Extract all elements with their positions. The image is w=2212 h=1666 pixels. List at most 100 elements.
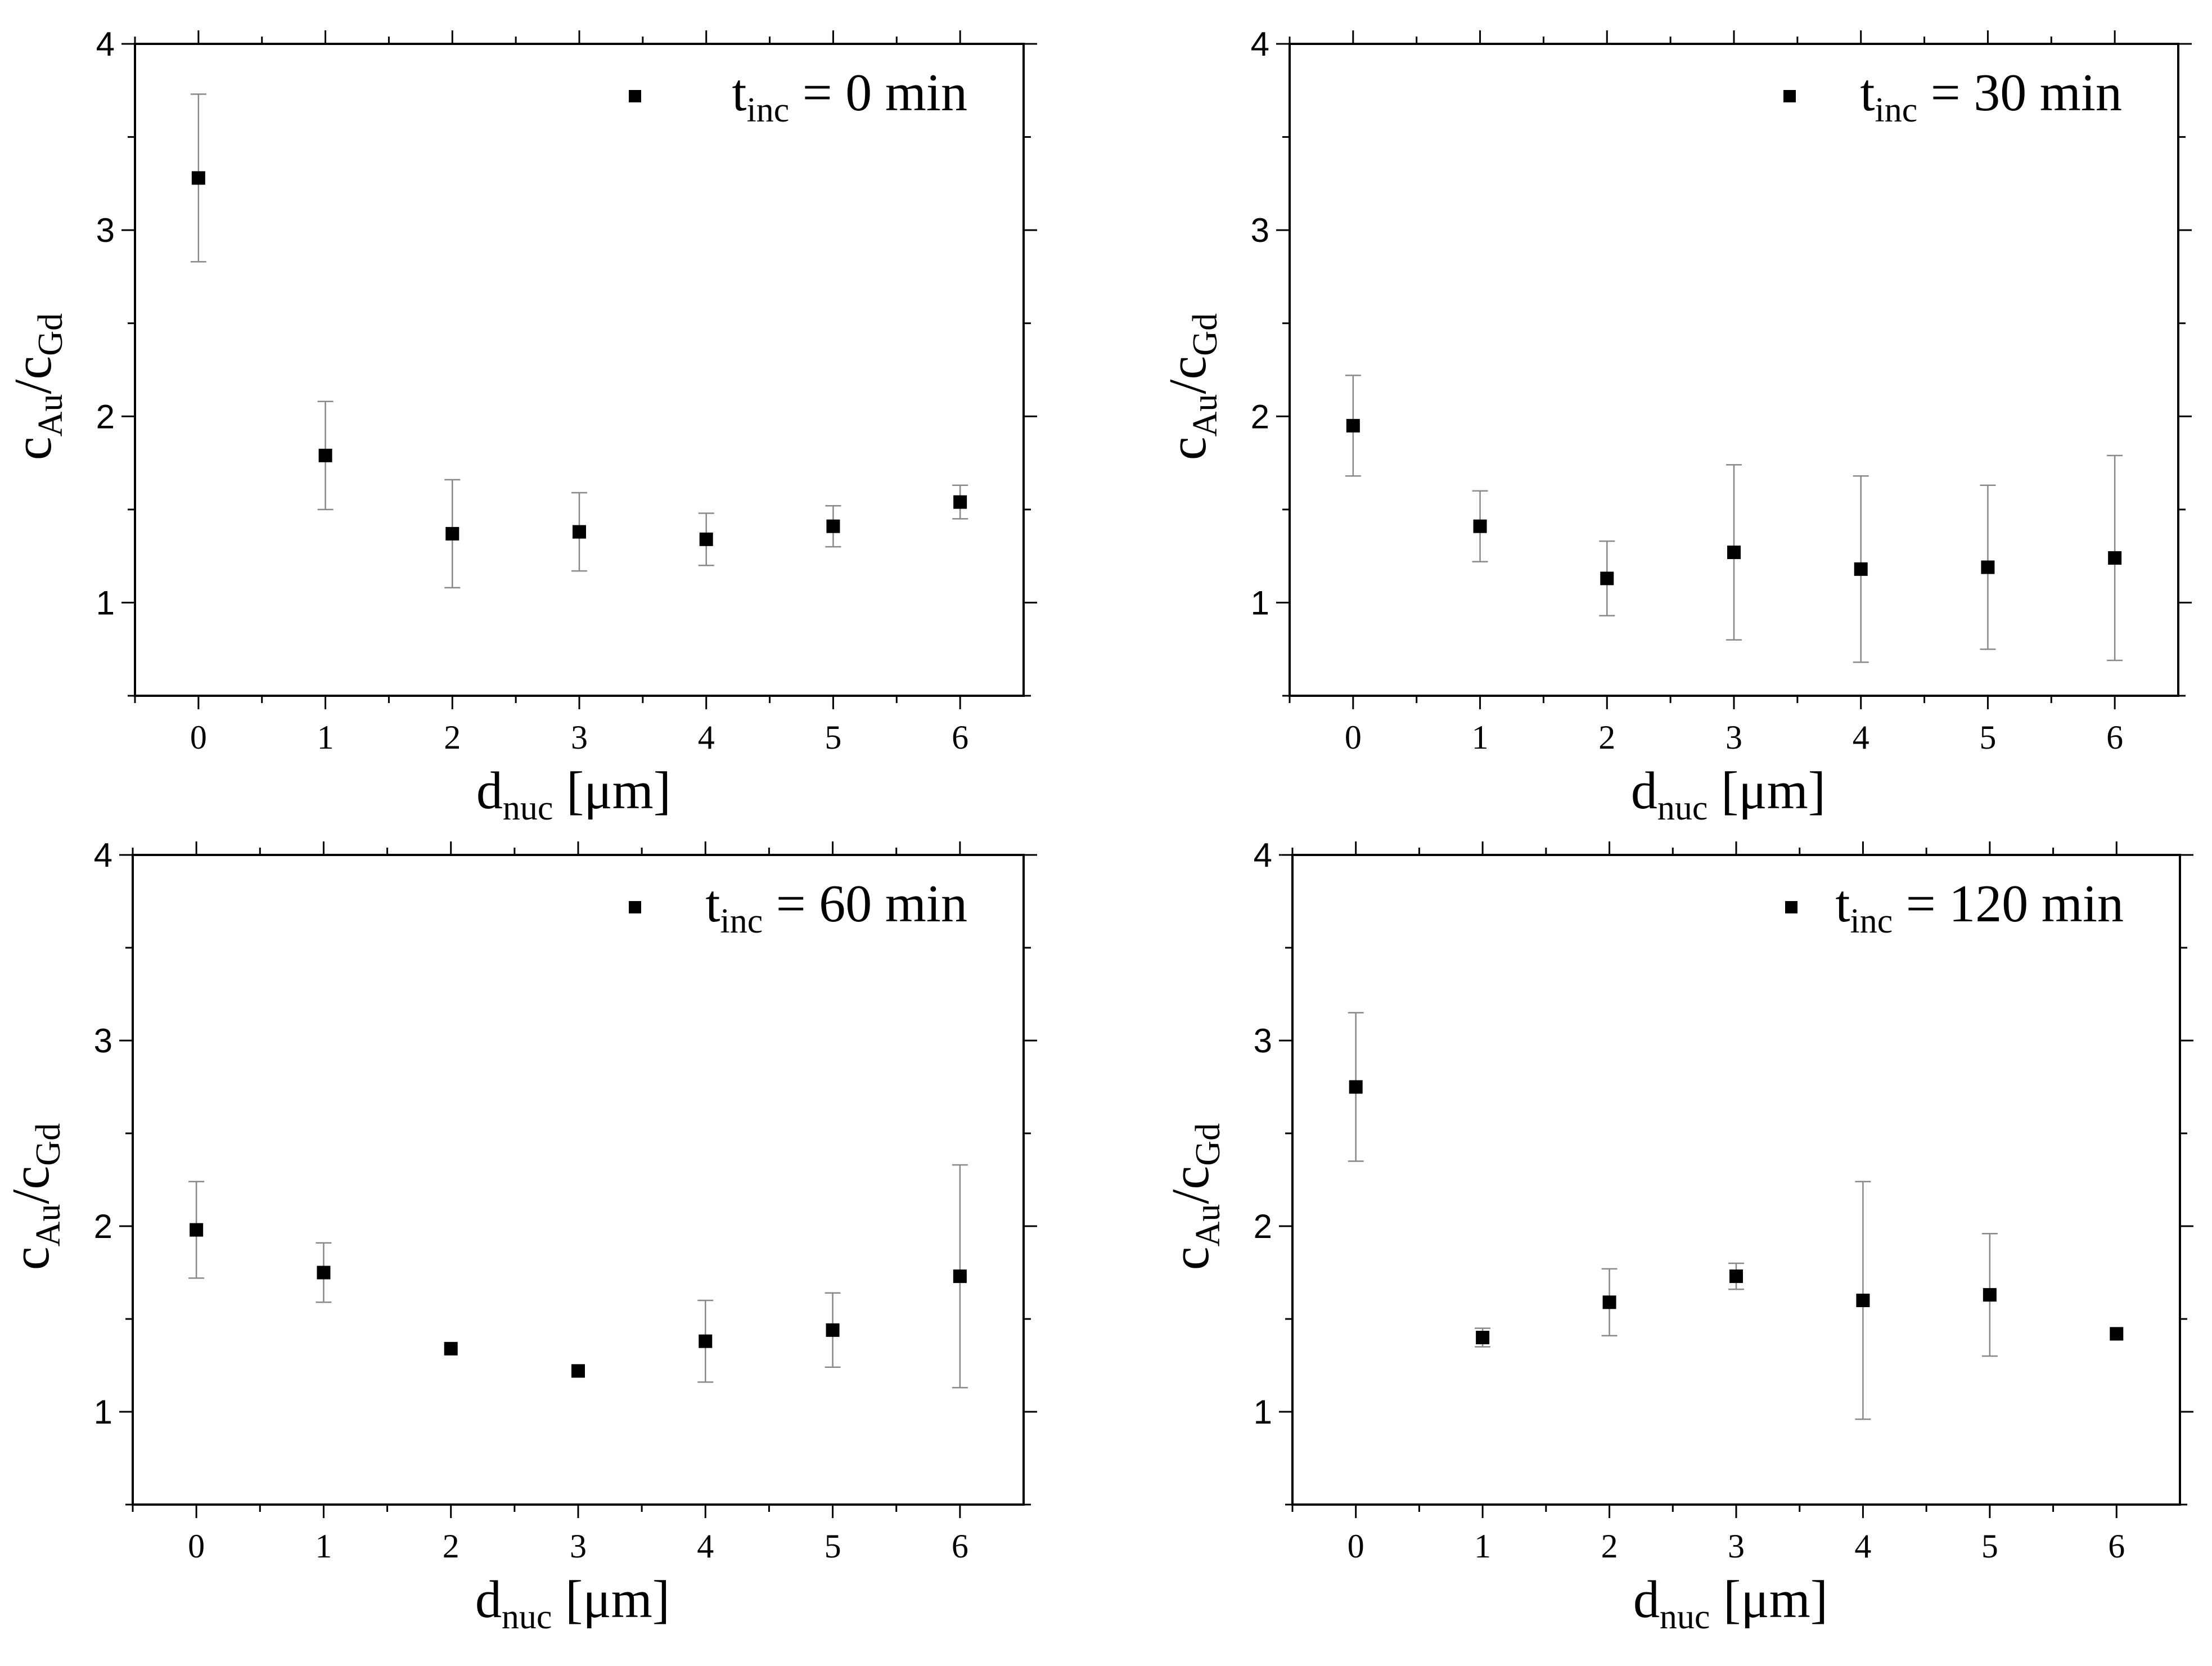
data-point [1981,560,1995,574]
data-point [953,1269,967,1284]
y-tick-label: 1 [94,1393,112,1431]
data-point [1476,1331,1490,1344]
data-point [1346,418,1360,433]
y-tick-label: 4 [94,836,112,874]
x-tick-label: 4 [1854,1528,1871,1565]
chart-panel-2: 0 1 2 3 4 5 6 1 2 3 4 dnuc [μm] cAu/cGd tinc = 30 min [1159,25,2192,827]
y-tick-label: 3 [94,1022,112,1060]
x-tick-label: 0 [1348,1528,1364,1565]
x-tick-label: 0 [1345,719,1362,756]
x-tick-label: 4 [697,1528,714,1565]
x-tick-label: 0 [188,1528,205,1565]
y-tick-label: 2 [1251,398,1269,435]
legend: tinc = 60 min [629,875,967,940]
x-tick-label: 5 [825,719,841,756]
x-tick-label: 1 [315,1528,332,1565]
data-point [826,1323,840,1337]
x-tick-label: 3 [1728,1528,1745,1565]
x-tick-label: 5 [1979,719,1996,756]
y-tick-label: 1 [1251,584,1269,622]
data-point [318,448,332,462]
x-tick-label: 4 [1853,719,1869,756]
x-tick-label: 1 [1472,719,1489,756]
legend-label: tinc = 30 min [1860,64,2122,129]
x-tick-label: 3 [571,719,588,756]
chart-panel-1: 0 1 2 3 4 5 6 1 2 3 4 dnuc [μm] cAu/cGd tinc = 0 min [4,25,1037,827]
x-tick-label: 1 [317,719,334,756]
legend: tinc = 120 min [1785,875,2124,940]
y-tick-label: 4 [1254,836,1272,874]
data-point [1729,1269,1743,1284]
y-tick-label: 1 [96,584,115,622]
plot-frame [134,43,1025,697]
y-axis-label: cAu/cGd [2,1123,67,1270]
x-tick-label: 2 [1601,1528,1618,1565]
data-point [444,1341,458,1356]
y-tick-label: 1 [1254,1393,1272,1431]
y-axis-label: cAu/cGd [1159,313,1224,460]
data-point [2110,1327,2124,1341]
x-tick-label: 0 [190,719,207,756]
legend-label: tinc = 120 min [1835,875,2124,940]
data-point [190,1223,204,1237]
y-axis-label: cAu/cGd [1161,1123,1227,1270]
x-tick-label: 5 [1981,1528,1998,1565]
x-tick-label: 6 [952,719,968,756]
x-axis-label: dnuc [μm] [1633,1570,1828,1636]
legend-label: tinc = 0 min [732,64,967,129]
data-point [699,1334,713,1348]
y-axis-label: cAu/cGd [4,313,70,460]
x-tick-label: 2 [443,1528,459,1565]
y-tick-label: 2 [96,398,115,435]
chart-panel-4: 0 1 2 3 4 5 6 1 2 3 4 dnuc [μm] cAu/cGd tinc = 120 mi… [1161,836,2193,1636]
x-tick-label: 5 [825,1528,841,1565]
data-point [571,1364,585,1378]
chart-panel-3: 0 1 2 3 4 5 6 1 2 3 4 dnuc [μm] cAu/cGd tinc = 60 min [2,836,1037,1636]
x-tick-label: 6 [2106,719,2123,756]
data-point [826,519,840,533]
data-point [1349,1080,1363,1094]
data-point [953,495,967,509]
data-point [1854,562,1868,576]
legend: tinc = 0 min [629,64,967,129]
x-axis-label: dnuc [μm] [1631,762,1826,827]
y-tick-label: 3 [96,211,115,249]
y-tick-label: 3 [1251,211,1269,249]
legend-marker [1783,90,1796,102]
legend-marker [629,901,641,913]
legend-marker [1785,901,1797,913]
data-point [317,1266,331,1280]
legend-marker [629,90,641,102]
x-tick-label: 3 [1726,719,1742,756]
data-point [1983,1288,1997,1302]
x-tick-label: 6 [952,1528,968,1565]
data-point [699,532,713,546]
y-tick-label: 3 [1254,1022,1272,1060]
data-point [1856,1294,1870,1307]
data-point [1727,546,1741,560]
y-tick-label: 4 [1251,25,1269,63]
data-point [1473,519,1487,533]
x-tick-label: 3 [570,1528,587,1565]
x-tick-label: 6 [2108,1528,2125,1565]
plot-frame [132,854,1025,1506]
x-axis-label: dnuc [μm] [476,762,671,827]
x-tick-label: 1 [1474,1528,1491,1565]
y-tick-label: 2 [1254,1208,1272,1245]
x-tick-label: 2 [1598,719,1615,756]
data-point [191,171,205,185]
x-axis-label: dnuc [μm] [475,1570,670,1636]
data-point [2108,551,2122,565]
legend-label: tinc = 60 min [705,875,967,940]
y-tick-label: 4 [96,25,115,63]
plot-frame [1291,854,2181,1506]
x-tick-label: 2 [444,719,461,756]
data-point [573,525,586,539]
x-tick-label: 4 [698,719,715,756]
legend: tinc = 30 min [1783,64,2122,129]
data-point [1600,571,1614,586]
data-point [1602,1295,1616,1309]
data-point [445,526,459,541]
y-tick-label: 2 [94,1208,112,1245]
